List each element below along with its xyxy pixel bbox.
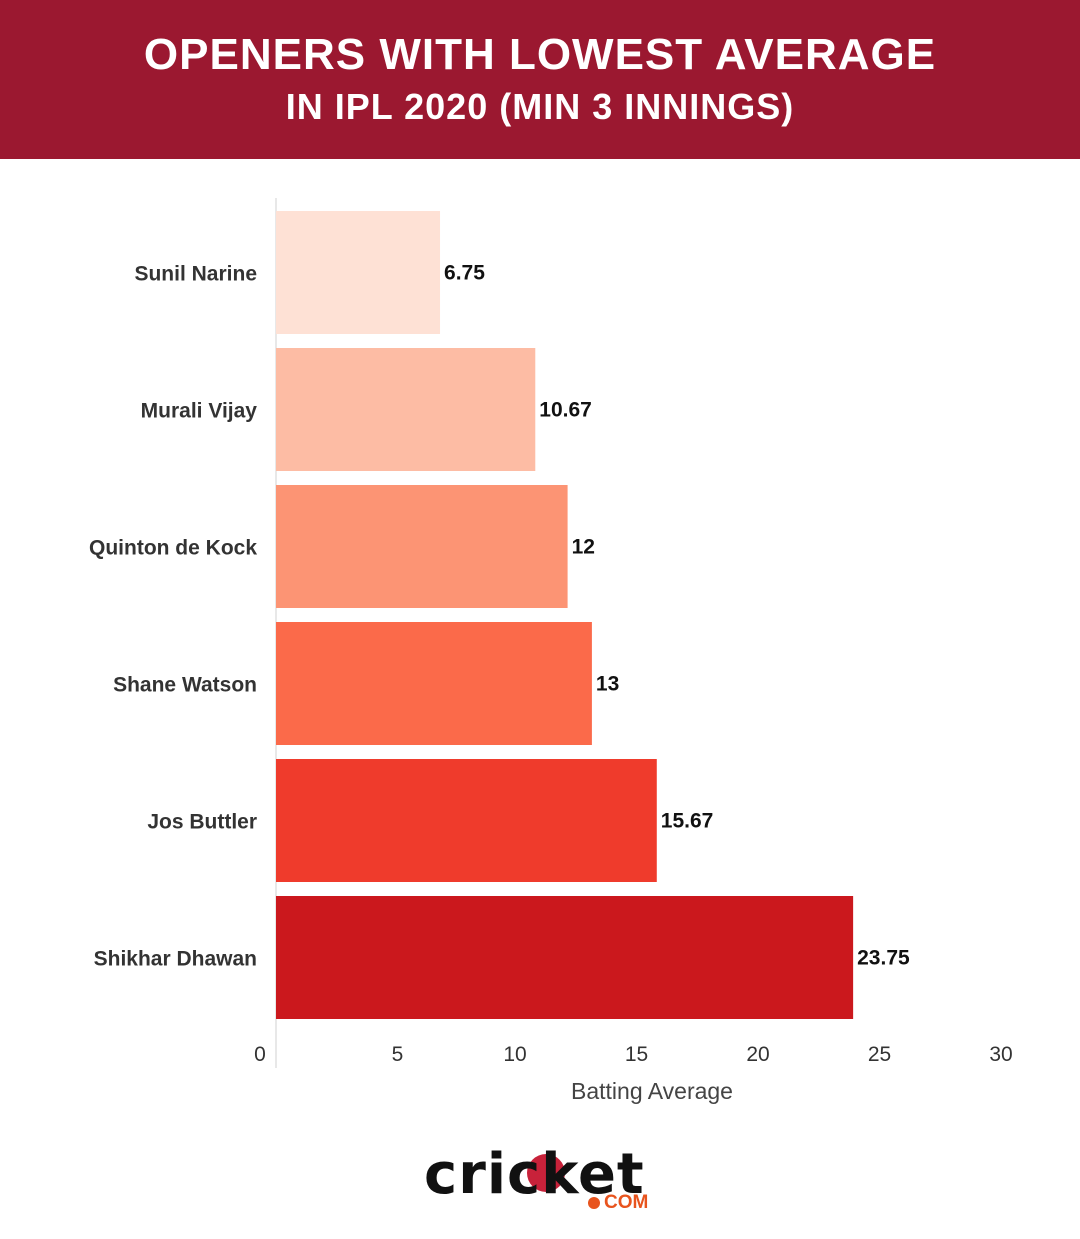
category-label-0: Sunil Narine: [134, 263, 257, 286]
value-label-2: 12: [572, 536, 595, 559]
bar-1: [276, 348, 536, 471]
category-label-2: Quinton de Kock: [89, 537, 257, 560]
category-label-4: Jos Buttler: [147, 811, 257, 834]
x-tick-label-1: 5: [392, 1043, 404, 1066]
bar-0: [276, 211, 441, 334]
value-label-3: 13: [596, 673, 619, 696]
x-tick-label-3: 15: [625, 1043, 648, 1066]
chart-title-line1: OPENERS WITH LOWEST AVERAGE: [143, 30, 937, 79]
category-label-3: Shane Watson: [113, 674, 257, 697]
logo-suffix: COM: [604, 1192, 649, 1213]
category-label-1: Murali Vijay: [141, 400, 258, 423]
x-axis-title: Batting Average: [571, 1078, 733, 1104]
x-tick-label-4: 20: [746, 1043, 769, 1066]
x-tick-label-5: 25: [868, 1043, 891, 1066]
x-tick-label-2: 10: [503, 1043, 526, 1066]
value-label-1: 10.67: [539, 399, 592, 422]
value-label-5: 23.75: [857, 947, 910, 970]
header-banner: OPENERS WITH LOWEST AVERAGE IN IPL 2020 …: [0, 0, 1080, 159]
bar-2: [276, 485, 568, 608]
bar-4: [276, 759, 657, 882]
value-label-4: 15.67: [661, 810, 714, 833]
logo-wordmark: cricket: [424, 1142, 645, 1207]
value-label-0: 6.75: [444, 262, 485, 285]
bar-5: [276, 896, 854, 1019]
x-tick-label-0: 0: [254, 1043, 266, 1066]
x-tick-label-6: 30: [989, 1043, 1012, 1066]
bar-3: [276, 622, 592, 745]
cricket-ball-icon: [527, 1154, 565, 1192]
brand-logo: cricket COM: [0, 1140, 1080, 1220]
logo-dot-icon: [588, 1197, 600, 1209]
category-label-5: Shikhar Dhawan: [94, 948, 257, 971]
chart-title-line2: IN IPL 2020 (MIN 3 INNINGS): [285, 86, 795, 127]
